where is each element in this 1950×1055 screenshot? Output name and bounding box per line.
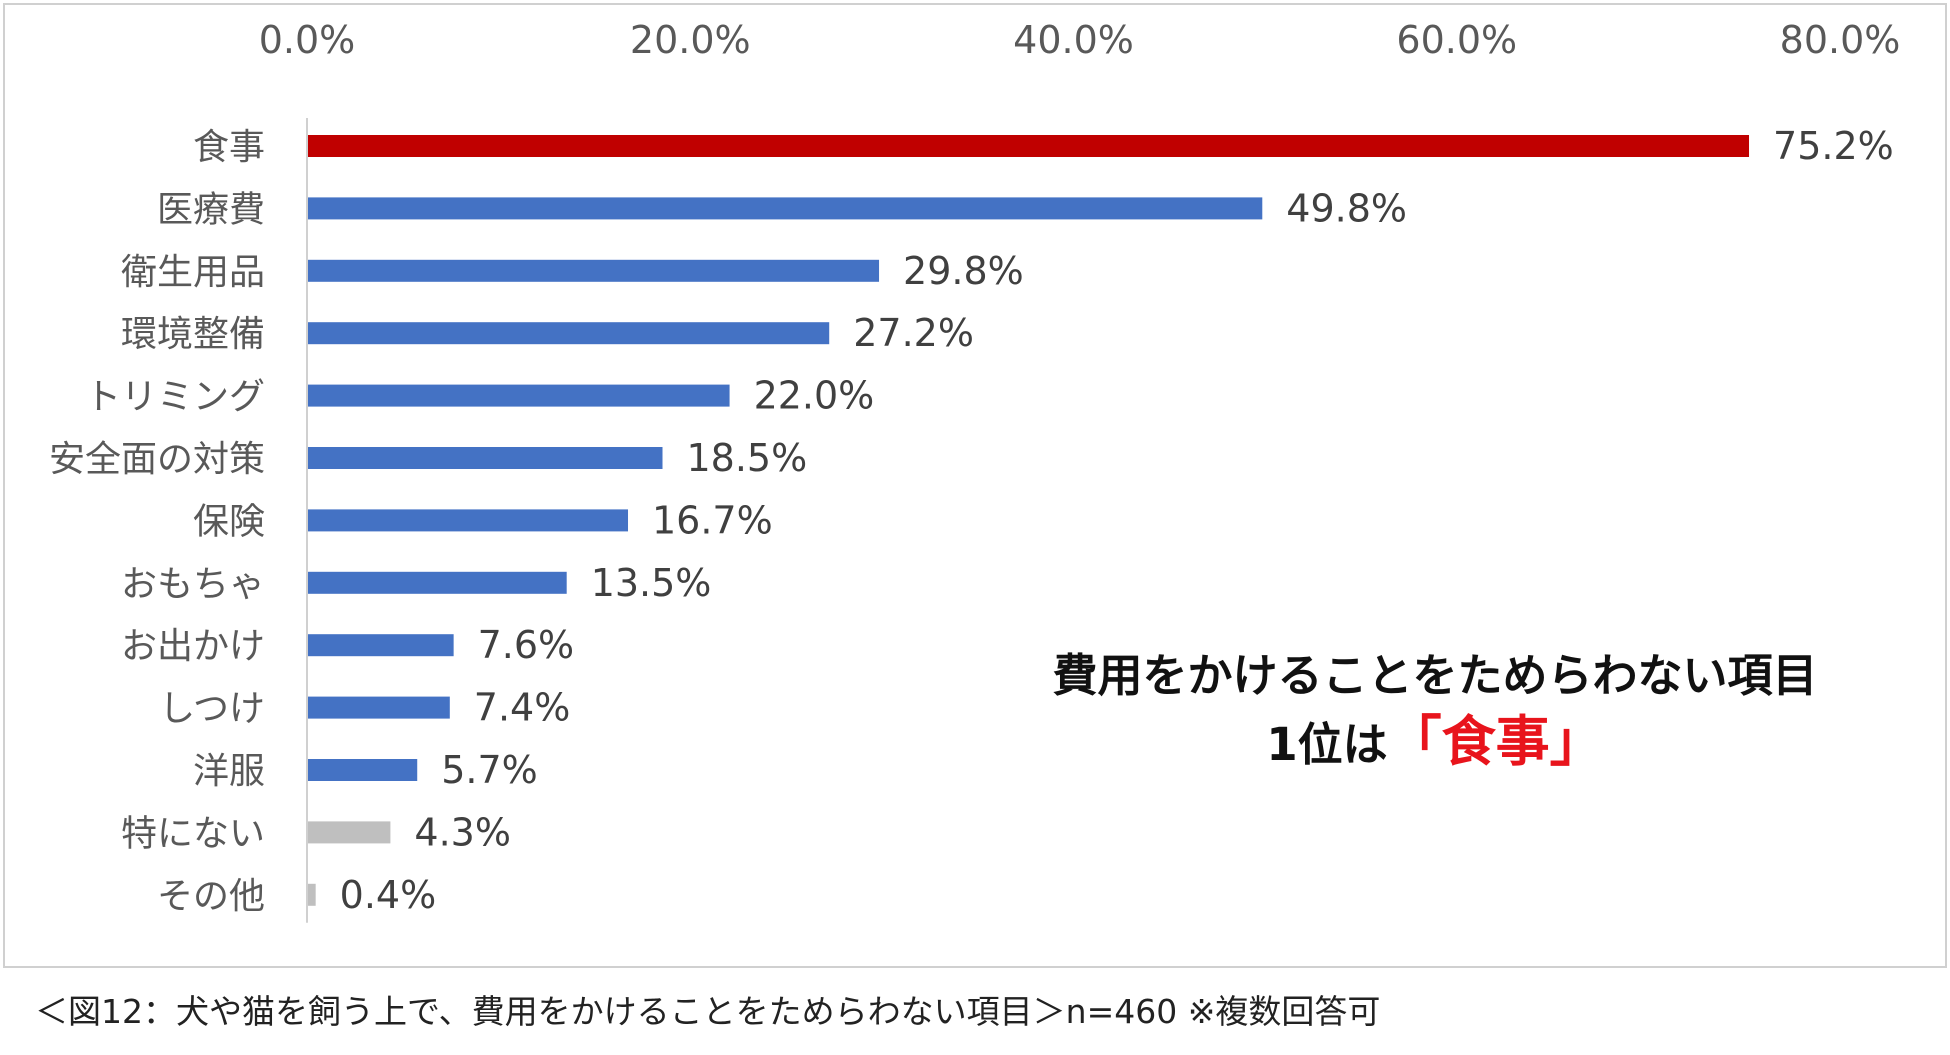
category-label: おもちゃ — [121, 564, 265, 605]
bar — [308, 509, 629, 532]
x-tick-label: 80.0% — [1780, 18, 1901, 62]
value-label: 22.0% — [754, 374, 875, 418]
value-label: 7.6% — [478, 623, 575, 667]
category-label: 洋服 — [193, 751, 265, 792]
value-label: 27.2% — [853, 311, 974, 355]
bar — [308, 571, 567, 594]
bars — [308, 135, 1750, 906]
category-label: 安全面の対策 — [49, 439, 265, 480]
bar — [308, 447, 663, 469]
value-label: 13.5% — [591, 561, 712, 605]
value-label: 18.5% — [687, 436, 808, 480]
category-label: トリミング — [85, 377, 265, 418]
headline-rank: 1位は — [1266, 718, 1388, 771]
value-label: 7.4% — [474, 686, 571, 730]
value-label: 75.2% — [1773, 124, 1894, 168]
bar — [308, 696, 450, 719]
value-label: 16.7% — [652, 498, 773, 542]
bar — [308, 384, 730, 407]
value-label: 5.7% — [441, 748, 538, 792]
bar-chart: 0.0% 20.0% 40.0% 60.0% 80.0% 食事医療費衛生用品環境整備トリ… — [49, 18, 1901, 923]
bar — [308, 197, 1263, 220]
x-tick-label: 0.0% — [259, 18, 356, 62]
bar — [308, 883, 316, 906]
category-label: お出かけ — [121, 626, 265, 667]
category-label: 環境整備 — [121, 314, 265, 355]
value-label: 0.4% — [340, 873, 437, 917]
bar — [308, 634, 454, 657]
headline-line1: 費用をかけることをためらわない項目 — [1052, 649, 1818, 702]
figure-caption: ＜図12：犬や猫を飼う上で、費用をかけることをためらわない項目＞n=460 ※複… — [35, 992, 1381, 1031]
value-labels: 75.2% 49.8% 29.8% 27.2% 22.0% 18.5% 16.7% 13.5%… — [340, 124, 1894, 917]
x-tick-label: 60.0% — [1396, 18, 1517, 62]
x-axis-ticks: 0.0% 20.0% 40.0% 60.0% 80.0% — [259, 18, 1901, 62]
bar — [308, 821, 391, 844]
headline: 費用をかけることをためらわない項目 1位は「食事」 — [965, 645, 1905, 780]
value-label: 29.8% — [903, 249, 1024, 293]
bar — [308, 259, 880, 282]
value-label: 4.3% — [414, 810, 511, 854]
x-tick-label: 40.0% — [1013, 18, 1134, 62]
category-label: 医療費 — [157, 189, 265, 230]
chart-frame: 0.0% 20.0% 40.0% 60.0% 80.0% 食事医療費衛生用品環境整備トリ… — [3, 3, 1947, 968]
category-labels: 食事医療費衛生用品環境整備トリミング安全面の対策保険おもちゃお出かけしつけ洋服特… — [49, 127, 265, 917]
x-tick-label: 20.0% — [630, 18, 751, 62]
category-label: その他 — [157, 876, 265, 917]
headline-line2: 1位は「食事」 — [965, 707, 1905, 780]
category-label: 衛生用品 — [121, 252, 265, 293]
headline-highlight: 「食事」 — [1387, 710, 1604, 773]
bar — [308, 759, 418, 781]
category-label: 保険 — [193, 501, 265, 542]
bar — [308, 135, 1750, 157]
bar — [308, 322, 830, 345]
value-label: 49.8% — [1286, 186, 1407, 230]
category-label: 食事 — [193, 127, 265, 168]
category-label: しつけ — [159, 689, 265, 730]
category-label: 特にない — [121, 813, 265, 854]
